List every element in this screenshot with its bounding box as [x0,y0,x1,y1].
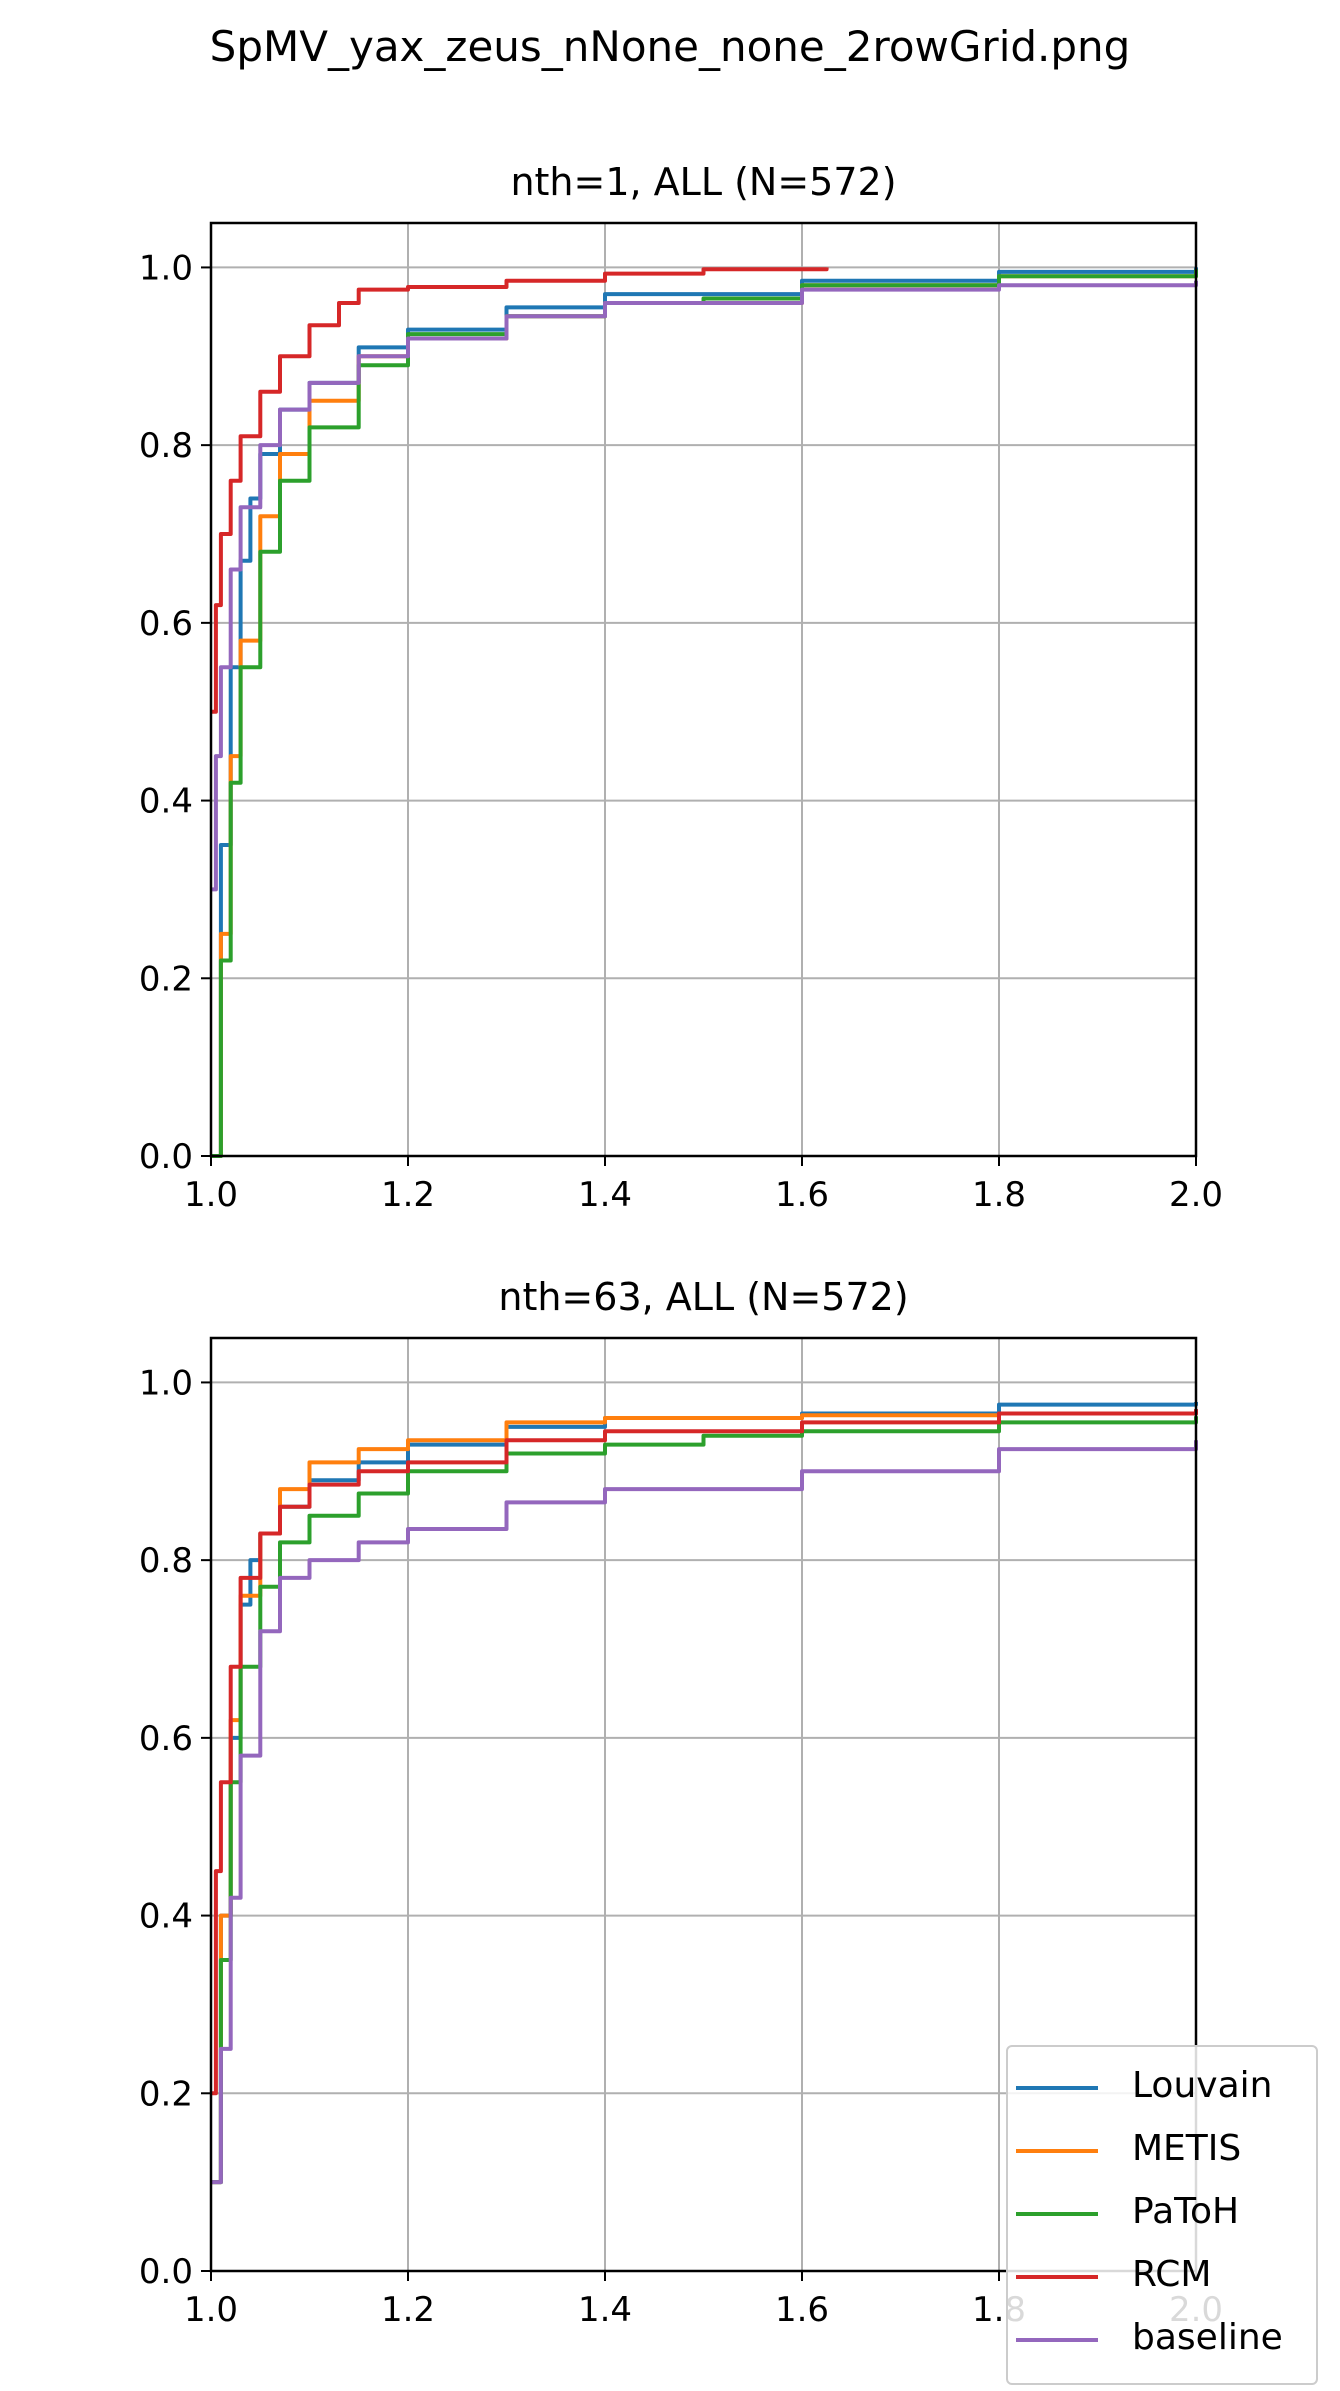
y-tick-label: 0.4 [139,782,193,822]
plot-frame [209,221,1198,1158]
series-line-patoh [211,1416,1198,2185]
y-tick-label: 0.2 [139,2074,193,2114]
series-line-metis [211,1411,1198,2185]
x-tick-label: 1.0 [184,2290,238,2330]
y-tick-label: 0.6 [139,1719,193,1759]
series-line-rcm [211,1409,1198,2096]
legend-label-patoh: PaToH [1132,2191,1240,2232]
x-tick-label: 1.4 [578,2290,632,2330]
y-tick-label: 0.4 [139,1897,193,1937]
legend-label-metis: METIS [1132,2128,1242,2169]
figure-title: SpMV_yax_zeus_nNone_none_2rowGrid.png [209,22,1131,71]
legend-item-louvain: Louvain [1008,2062,1316,2112]
series-line-baseline [211,1440,1198,2185]
series-line-patoh [211,269,1198,1158]
x-tick-label: 1.8 [972,1175,1026,1215]
legend: Louvain METIS PaToH RCM baseline [1006,2045,1318,2385]
legend-label-louvain: Louvain [1132,2065,1273,2106]
legend-swatch-louvain [1016,2086,1098,2090]
panel-title: nth=63, ALL (N=572) [498,1275,908,1319]
legend-swatch-baseline [1016,2338,1098,2342]
x-tick-label: 1.0 [184,1175,238,1215]
x-tick-label: 1.6 [775,2290,829,2330]
legend-swatch-metis [1016,2149,1098,2153]
x-tick-label: 1.2 [381,1175,435,1215]
x-tick-label: 2.0 [1169,1175,1223,1215]
legend-label-rcm: RCM [1132,2254,1212,2295]
legend-swatch-rcm [1016,2275,1098,2279]
legend-swatch-patoh [1016,2212,1098,2216]
legend-item-rcm: RCM [1008,2251,1316,2301]
legend-item-patoh: PaToH [1008,2188,1316,2238]
y-tick-label: 0.6 [139,604,193,644]
y-tick-label: 0.8 [139,426,193,466]
x-tick-label: 1.6 [775,1175,829,1215]
legend-item-metis: METIS [1008,2125,1316,2175]
series-line-rcm [211,267,829,714]
y-tick-label: 0.0 [139,2252,193,2292]
chart-panel-2: 1.01.21.41.61.82.00.00.20.40.60.81.0nth=… [139,1275,1223,2330]
chart-panel-1: 1.0 1.2 1.4 1.6 1.8 2.0 0.0 0.2 0.4 0.6 0.8 1.0 nth=… [139,160,1223,1215]
panel-title: nth=1, ALL (N=572) [510,160,896,204]
y-tick-label: 0.8 [139,1541,193,1581]
plot-frame [209,1336,1198,2273]
y-tick-label: 1.0 [139,1363,193,1403]
x-tick-label: 1.2 [381,2290,435,2330]
y-tick-label: 0.0 [139,1137,193,1177]
legend-item-baseline: baseline [1008,2314,1316,2364]
y-tick-label: 0.2 [139,959,193,999]
x-tick-label: 1.4 [578,1175,632,1215]
legend-label-baseline: baseline [1132,2317,1283,2358]
y-tick-label: 1.0 [139,248,193,288]
series-line-baseline [211,280,1198,892]
